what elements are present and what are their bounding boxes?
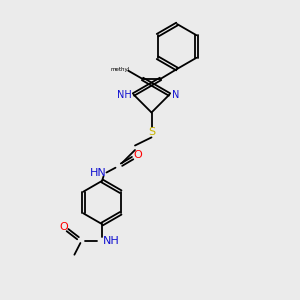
Text: NH: NH [103,236,120,246]
Text: O: O [134,150,142,160]
Text: S: S [148,127,155,137]
Text: O: O [59,222,68,232]
Text: methyl: methyl [110,67,129,72]
Text: N: N [172,89,180,100]
Text: NH: NH [116,89,131,100]
Text: HN: HN [90,168,107,178]
